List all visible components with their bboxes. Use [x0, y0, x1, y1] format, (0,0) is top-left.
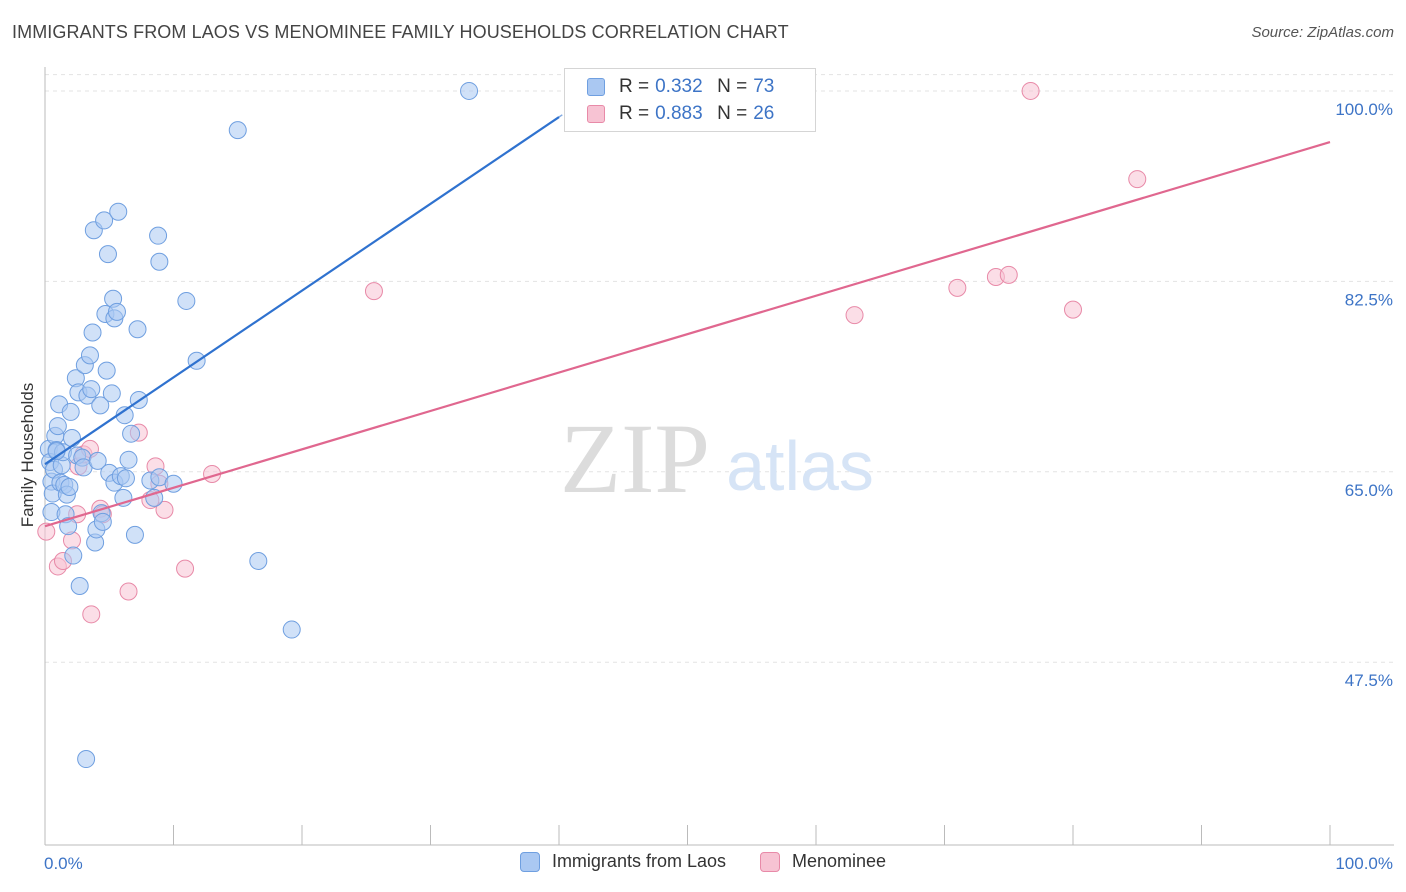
menominee-point	[155, 500, 174, 519]
laos-point	[80, 346, 99, 365]
laos-point	[116, 469, 135, 488]
menominee-point	[845, 306, 864, 325]
laos-point	[60, 478, 79, 497]
menominee-point	[119, 582, 138, 601]
legend-item-menominee[interactable]: Menominee	[760, 851, 886, 872]
laos-point	[77, 750, 96, 769]
laos-point	[228, 121, 247, 140]
legend-r-value: 0.883	[655, 103, 703, 124]
legend-n-value: 73	[753, 76, 775, 97]
legend-swatch-menominee	[587, 105, 605, 123]
menominee-point	[176, 559, 195, 578]
laos-point	[109, 202, 128, 221]
laos-point	[95, 211, 114, 230]
watermark-zip: ZIP	[560, 403, 710, 514]
laos-point	[91, 396, 110, 415]
laos-point	[128, 320, 147, 339]
laos-point	[249, 552, 268, 571]
legend-n-label: N =	[717, 103, 748, 124]
laos-point	[149, 226, 168, 245]
y-tick-label: 47.5%	[1345, 671, 1393, 690]
legend-row-laos: R = 0.332 N = 73	[587, 75, 774, 99]
laos-point	[107, 302, 126, 321]
laos-point	[119, 450, 138, 469]
laos-point	[98, 245, 117, 264]
legend-r-label: R =	[619, 103, 650, 124]
correlation-legend: R = 0.332 N = 73 R = 0.883 N = 26	[564, 68, 816, 132]
axes	[44, 67, 1394, 846]
laos-point	[62, 429, 81, 448]
x-tick-label: 0.0%	[44, 854, 83, 873]
watermark-atlas: atlas	[726, 427, 874, 505]
laos-point	[64, 546, 83, 565]
menominee-point	[948, 278, 967, 297]
laos-point	[61, 402, 80, 421]
laos-point	[150, 252, 169, 271]
tick-labels: 47.5% 65.0% 82.5% 100.0% 0.0% 100.0%	[44, 100, 1393, 873]
legend-r-value: 0.332	[655, 76, 703, 97]
legend-swatch-menominee	[760, 851, 780, 872]
laos-point	[70, 577, 89, 596]
laos-point	[177, 291, 196, 310]
menominee-point	[999, 265, 1018, 284]
y-tick-label: 100.0%	[1335, 100, 1393, 119]
menominee-points	[37, 81, 1147, 624]
source-label: Source: ZipAtlas.com	[1251, 24, 1394, 41]
laos-point	[59, 517, 78, 536]
laos-point	[83, 323, 102, 342]
laos-point	[125, 525, 144, 544]
grid	[45, 74, 1394, 663]
laos-point	[93, 512, 112, 531]
menominee-point	[82, 605, 101, 624]
series-legend: Immigrants from Laos Menominee	[0, 851, 1406, 872]
legend-swatch-laos	[519, 851, 540, 872]
y-tick-label: 82.5%	[1345, 290, 1393, 309]
laos-point	[88, 451, 107, 470]
laos-point	[122, 424, 141, 443]
menominee-point	[37, 522, 56, 541]
menominee-point	[1021, 81, 1040, 100]
laos-point	[82, 380, 101, 399]
menominee-point	[1064, 300, 1082, 319]
x-tick-label: 100.0%	[1335, 854, 1393, 873]
legend-item-laos[interactable]: Immigrants from Laos	[519, 851, 726, 872]
legend-label-laos: Immigrants from Laos	[551, 851, 726, 871]
laos-trend-line	[44, 116, 560, 466]
chart-title: IMMIGRANTS FROM LAOS VS MENOMINEE FAMILY…	[12, 22, 789, 42]
legend-swatch-laos	[587, 78, 605, 96]
laos-point	[97, 361, 116, 380]
legend-n-value: 26	[753, 103, 775, 124]
legend-row-menominee: R = 0.883 N = 26	[587, 102, 774, 126]
laos-point	[102, 384, 121, 403]
watermark: ZIP atlas	[560, 403, 874, 514]
laos-point	[48, 417, 67, 436]
menominee-point	[364, 282, 383, 301]
laos-point	[282, 620, 301, 639]
laos-point	[145, 488, 164, 507]
laos-points	[39, 81, 479, 769]
laos-point	[460, 81, 479, 100]
menominee-point	[1128, 170, 1147, 189]
menominee-trend-line	[44, 141, 1331, 528]
legend-label-menominee: Menominee	[792, 851, 887, 871]
y-tick-label: 65.0%	[1345, 481, 1393, 500]
legend-n-label: N =	[717, 76, 748, 97]
legend-r-label: R =	[619, 76, 650, 97]
